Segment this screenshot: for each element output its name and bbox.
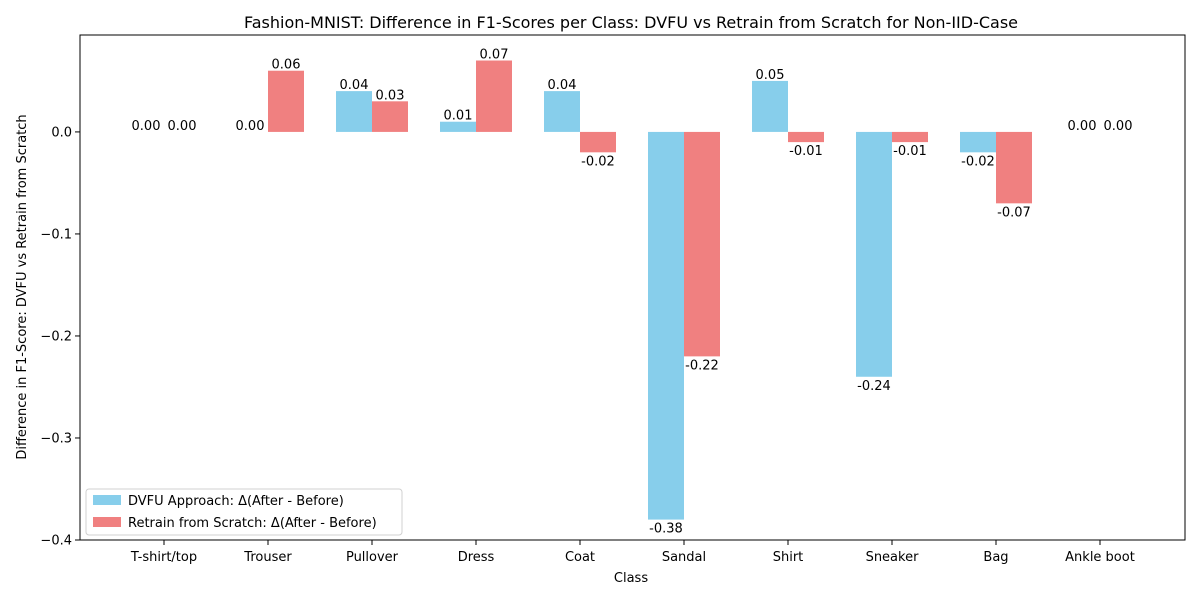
legend-label: DVFU Approach: Δ(After - Before) (128, 494, 344, 509)
data-label: 0.00 (236, 119, 265, 134)
bar (476, 60, 512, 132)
data-label: 0.05 (756, 68, 785, 83)
bar (752, 80, 788, 132)
x-tick-label: Pullover (346, 550, 399, 565)
x-tick-label: Bag (983, 550, 1008, 565)
x-axis-label: Class (614, 571, 648, 586)
x-tick-label: Shirt (773, 550, 804, 565)
data-label: -0.01 (893, 144, 927, 159)
plot-frame (79, 34, 1186, 541)
data-label: 0.04 (548, 78, 577, 93)
bar (960, 131, 996, 153)
data-label: -0.22 (685, 358, 719, 373)
y-axis-label: Difference in F1-Score: DVFU vs Retrain … (15, 114, 30, 459)
bar (336, 91, 372, 132)
legend: DVFU Approach: Δ(After - Before) Retrain … (85, 488, 403, 536)
bar (996, 131, 1032, 204)
data-label: 0.00 (1068, 119, 1097, 134)
x-tick-label: Ankle boot (1065, 550, 1135, 565)
data-label: -0.38 (649, 522, 683, 537)
y-tick-label: 0.0 (51, 125, 72, 140)
data-label: 0.01 (444, 109, 473, 124)
bar (856, 131, 892, 377)
x-tick-label: T-shirt/top (130, 550, 197, 565)
x-tick-label: Trouser (243, 550, 292, 565)
bar (268, 70, 304, 132)
data-label: -0.24 (857, 379, 891, 394)
x-tick-label: Sneaker (866, 550, 920, 565)
y-tick-label: −0.1 (40, 227, 72, 242)
data-label: -0.02 (581, 154, 615, 169)
legend-swatch (93, 517, 121, 527)
data-label: 0.00 (132, 119, 161, 134)
x-tick-label: Dress (458, 550, 495, 565)
data-label: 0.00 (1104, 119, 1133, 134)
legend-swatch (93, 495, 121, 505)
bar (788, 131, 824, 143)
bar (372, 101, 408, 132)
x-tick-label: Sandal (662, 550, 706, 565)
bar (892, 131, 928, 143)
chart-title: Fashion-MNIST: Difference in F1-Scores p… (244, 13, 1018, 32)
data-label: 0.06 (272, 58, 301, 73)
bar (440, 121, 476, 132)
data-label: -0.02 (961, 154, 995, 169)
data-label: -0.07 (997, 205, 1031, 220)
y-tick-label: −0.3 (40, 431, 72, 446)
data-label: 0.00 (168, 119, 197, 134)
y-tick-label: −0.2 (40, 329, 72, 344)
data-label: 0.07 (480, 48, 509, 63)
legend-label: Retrain from Scratch: Δ(After - Before) (128, 516, 377, 531)
data-label: -0.01 (789, 144, 823, 159)
data-label: 0.03 (376, 88, 405, 103)
x-tick-label: Coat (565, 550, 595, 565)
y-tick-label: −0.4 (40, 534, 72, 549)
data-label: 0.04 (340, 78, 369, 93)
bar (684, 131, 720, 357)
legend-box (85, 488, 403, 536)
bar (580, 131, 616, 153)
bar (544, 91, 580, 132)
plot-area: −0.4 −0.3 −0.2 −0.1 0.0 T-shirt/top Trouser Pul… (40, 48, 1134, 565)
bar (648, 131, 684, 520)
